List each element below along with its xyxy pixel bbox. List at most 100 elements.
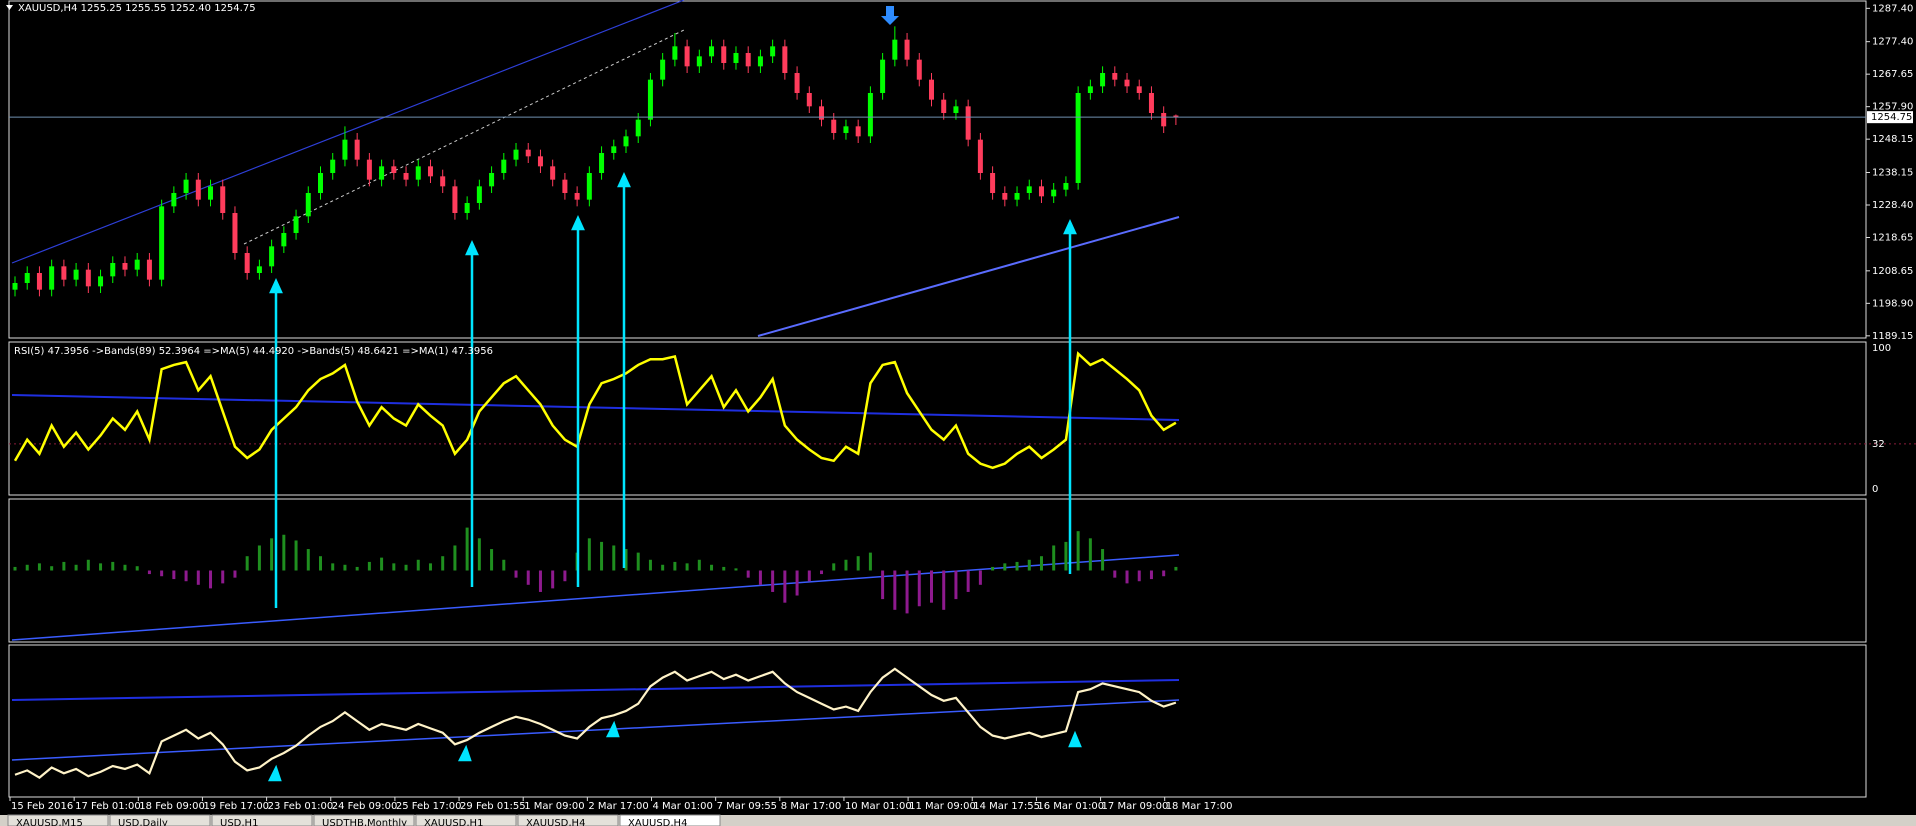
- candle-body: [281, 233, 287, 247]
- menu-triangle: [6, 5, 13, 10]
- candle-body: [171, 193, 177, 207]
- tab[interactable]: XAUUSD,M15: [7, 814, 109, 826]
- band-line: [11, 679, 1180, 701]
- histogram-bar: [685, 563, 689, 571]
- candle-body: [318, 173, 323, 193]
- tab-label: XAUUSD,H4: [526, 818, 585, 826]
- y-tick-label: 1277.40: [1872, 37, 1913, 48]
- histogram-bar: [991, 566, 995, 571]
- tab[interactable]: USD,Daily: [109, 814, 211, 826]
- lower-panel-frame: [8, 644, 1867, 798]
- histogram-bar: [404, 564, 408, 571]
- candle-body: [586, 173, 592, 200]
- arrow-head: [465, 239, 479, 256]
- candle-body: [489, 173, 495, 187]
- x-tick-label: 15 Feb 2016: [11, 801, 73, 812]
- candle-body: [843, 126, 849, 133]
- candle-body: [146, 259, 152, 280]
- arrow-head: [457, 744, 472, 762]
- histogram-bar: [123, 564, 127, 571]
- candle-body: [379, 166, 385, 180]
- histogram-bar: [710, 564, 714, 571]
- sell-arrow: [881, 6, 899, 25]
- histogram-bar: [673, 561, 677, 571]
- histogram-bar: [978, 570, 982, 585]
- tab[interactable]: USDTHB,Monthly: [313, 814, 415, 826]
- candle-body: [330, 159, 336, 173]
- tab[interactable]: USD,H1: [211, 814, 313, 826]
- histogram-bar: [697, 559, 701, 571]
- signal-arrows: [267, 171, 1082, 782]
- price-panel-frame: [8, 0, 1867, 339]
- tab-box: [7, 814, 109, 826]
- rsi-line: [13, 351, 1177, 470]
- candle-body: [770, 46, 776, 57]
- arrow-head: [1063, 218, 1077, 235]
- tab-label: XAUUSD,M15: [16, 818, 83, 826]
- candle-body: [550, 166, 556, 180]
- candle-body: [977, 139, 983, 173]
- y-tick-label: 1198.90: [1872, 298, 1913, 309]
- histogram-bar: [954, 570, 958, 600]
- candle-body: [354, 139, 360, 160]
- histogram-bar: [758, 570, 762, 585]
- histogram-bar: [1137, 570, 1141, 582]
- candle-body: [391, 166, 397, 173]
- y-tick-label: 1238.15: [1872, 168, 1913, 179]
- candle-body: [122, 263, 128, 270]
- histogram-bar: [294, 540, 298, 571]
- arrow-head: [267, 764, 282, 782]
- histogram-bar: [257, 545, 261, 571]
- band-line: [11, 394, 1180, 421]
- candle-body: [855, 126, 861, 137]
- histogram-bar: [441, 556, 445, 571]
- x-tick-label: 14 Mar 17:55: [973, 801, 1040, 812]
- candle-body: [660, 59, 666, 80]
- tab[interactable]: XAUUSD,H4: [619, 814, 721, 826]
- x-tick-label: 11 Mar 09:00: [909, 801, 976, 812]
- candle-body: [415, 166, 421, 180]
- histogram-bar: [319, 556, 322, 571]
- histogram-bar: [538, 570, 542, 592]
- arrow-head: [605, 720, 620, 738]
- histogram-bar: [1076, 531, 1080, 571]
- histogram-bar: [37, 563, 41, 571]
- histogram-bar: [306, 549, 310, 571]
- candle-body: [1026, 186, 1032, 193]
- x-tick-label: 17 Mar 09:00: [1102, 801, 1169, 812]
- candle-body: [696, 56, 702, 67]
- histogram-bar: [563, 570, 567, 582]
- tab-box: [619, 814, 721, 826]
- histogram-bar: [893, 570, 897, 610]
- tab-label: XAUUSD,H1: [424, 818, 483, 826]
- tab[interactable]: XAUUSD,H1: [415, 814, 517, 826]
- candle-body: [427, 166, 433, 177]
- y-tick-label: 1257.90: [1872, 102, 1913, 113]
- candle-body: [1124, 79, 1130, 87]
- candle-body: [892, 39, 898, 60]
- histogram-bar: [514, 570, 518, 578]
- y-tick-label: 1208.65: [1872, 266, 1913, 277]
- candle-body: [1100, 73, 1106, 87]
- histogram-bar: [99, 563, 103, 571]
- oscillator-panel-frame: [8, 498, 1867, 643]
- histogram-bar: [881, 570, 885, 600]
- arrow-head: [269, 277, 283, 294]
- candle-body: [366, 159, 372, 180]
- candle-body: [941, 99, 947, 113]
- histogram-bar: [367, 561, 371, 571]
- histogram-bar: [1113, 570, 1117, 578]
- histogram-bar: [587, 538, 591, 571]
- y-tick-label: 0: [1872, 484, 1878, 495]
- histogram-bar: [380, 557, 384, 571]
- histogram-bar: [661, 564, 665, 571]
- histogram-bar: [1015, 561, 1019, 571]
- y-tick-label: 1218.65: [1872, 233, 1913, 244]
- tab[interactable]: XAUUSD,H4: [517, 814, 619, 826]
- histogram-bar: [905, 570, 909, 614]
- histogram-bar: [832, 563, 836, 571]
- histogram-bar: [1052, 545, 1056, 571]
- x-tick-label: 18 Feb 09:00: [139, 801, 205, 812]
- candle-body: [49, 266, 55, 290]
